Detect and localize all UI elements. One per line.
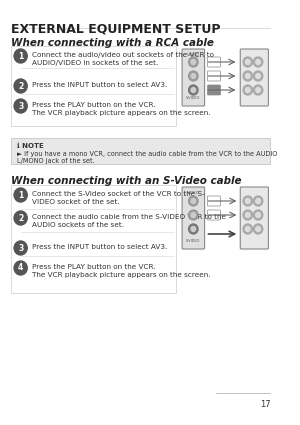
Text: 1: 1 [18, 51, 23, 60]
Circle shape [189, 85, 198, 95]
FancyBboxPatch shape [182, 187, 205, 249]
Text: Connect the S-Video socket of the VCR to the S-
VIDEO socket of the set.: Connect the S-Video socket of the VCR to… [32, 191, 205, 205]
Text: When connecting with a RCA cable: When connecting with a RCA cable [11, 38, 214, 48]
Text: Connect the audio/video out sockets of the VCR to
AUDIO/VIDEO in sockets of the : Connect the audio/video out sockets of t… [32, 52, 214, 66]
Text: Press the PLAY button on the VCR.
The VCR playback picture appears on the screen: Press the PLAY button on the VCR. The VC… [32, 264, 210, 278]
FancyBboxPatch shape [207, 210, 220, 220]
Text: 3: 3 [18, 102, 23, 111]
Circle shape [245, 227, 250, 232]
Text: ► If you have a mono VCR, connect the audio cable from the VCR to the AUDIO L/MO: ► If you have a mono VCR, connect the au… [17, 151, 277, 164]
Text: When connecting with an S-Video cable: When connecting with an S-Video cable [11, 176, 242, 186]
Text: VIDEO: VIDEO [187, 191, 200, 195]
Circle shape [245, 60, 250, 65]
Circle shape [14, 188, 27, 202]
Circle shape [256, 198, 260, 204]
FancyBboxPatch shape [182, 49, 205, 106]
Circle shape [189, 224, 198, 234]
Text: 2: 2 [18, 213, 23, 223]
FancyBboxPatch shape [207, 57, 220, 67]
FancyBboxPatch shape [207, 71, 220, 81]
Text: 3: 3 [18, 244, 23, 252]
Circle shape [14, 99, 27, 113]
Circle shape [14, 49, 27, 63]
Circle shape [254, 210, 263, 220]
Text: 1: 1 [18, 190, 23, 199]
Circle shape [256, 212, 260, 218]
Circle shape [191, 212, 196, 218]
Text: Press the INPUT button to select AV3.: Press the INPUT button to select AV3. [32, 244, 167, 250]
Circle shape [189, 57, 198, 67]
Text: Press the PLAY button on the VCR.
The VCR playback picture appears on the screen: Press the PLAY button on the VCR. The VC… [32, 102, 210, 116]
Circle shape [245, 88, 250, 93]
Text: EXTERNAL EQUIPMENT SETUP: EXTERNAL EQUIPMENT SETUP [11, 22, 221, 35]
Circle shape [256, 60, 260, 65]
Text: 2: 2 [18, 82, 23, 91]
FancyBboxPatch shape [240, 49, 268, 106]
Circle shape [191, 74, 196, 79]
Text: S-VIDEO: S-VIDEO [186, 96, 200, 100]
Circle shape [191, 60, 196, 65]
Circle shape [191, 88, 196, 93]
Text: Connect the audio cable from the S-VIDEO VCR to the
AUDIO sockets of the set.: Connect the audio cable from the S-VIDEO… [32, 214, 226, 228]
FancyBboxPatch shape [207, 196, 220, 206]
Circle shape [189, 196, 198, 206]
Circle shape [243, 85, 253, 95]
Circle shape [191, 198, 196, 204]
Circle shape [245, 198, 250, 204]
Circle shape [14, 261, 27, 275]
Circle shape [14, 79, 27, 93]
Text: 17: 17 [260, 400, 270, 409]
Text: 4: 4 [18, 264, 23, 272]
Circle shape [243, 224, 253, 234]
FancyBboxPatch shape [11, 185, 176, 293]
Circle shape [245, 74, 250, 79]
FancyBboxPatch shape [11, 138, 270, 164]
Circle shape [254, 224, 263, 234]
Circle shape [254, 196, 263, 206]
Circle shape [243, 210, 253, 220]
Circle shape [14, 211, 27, 225]
Circle shape [256, 88, 260, 93]
Circle shape [189, 71, 198, 81]
Circle shape [254, 71, 263, 81]
FancyBboxPatch shape [11, 46, 176, 126]
Circle shape [243, 57, 253, 67]
Text: Press the INPUT button to select AV3.: Press the INPUT button to select AV3. [32, 82, 167, 88]
Circle shape [243, 71, 253, 81]
Circle shape [189, 210, 198, 220]
Circle shape [243, 196, 253, 206]
Circle shape [254, 85, 263, 95]
FancyBboxPatch shape [207, 85, 220, 95]
Text: S-VIDEO: S-VIDEO [186, 239, 200, 243]
Circle shape [256, 74, 260, 79]
Circle shape [256, 227, 260, 232]
Circle shape [191, 227, 196, 232]
Circle shape [245, 212, 250, 218]
Circle shape [254, 57, 263, 67]
Text: VIDEO: VIDEO [187, 53, 200, 57]
FancyBboxPatch shape [240, 187, 268, 249]
Circle shape [14, 241, 27, 255]
Text: ℹ NOTE: ℹ NOTE [17, 143, 44, 149]
